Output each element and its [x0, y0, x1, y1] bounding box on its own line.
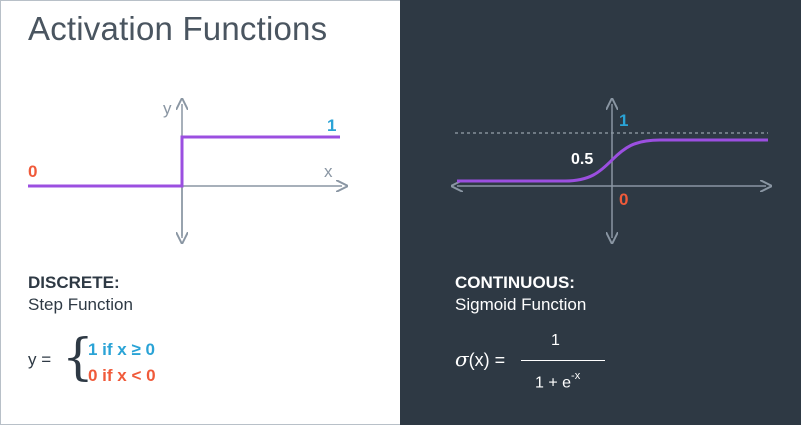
- sigmoid-half-label: 0.5: [571, 151, 593, 168]
- step-zero-label: 0: [28, 162, 37, 181]
- sigma-symbol: σ: [455, 347, 469, 371]
- sigmoid-kind-name: Sigmoid Function: [455, 295, 587, 314]
- sigmoid-panel: [400, 0, 801, 425]
- step-case-lt: 0 if x < 0: [88, 366, 156, 385]
- step-x-label: x: [324, 162, 333, 181]
- sigmoid-denominator-base: 1 + e: [535, 374, 572, 392]
- step-kind-title: DISCRETE:: [28, 273, 120, 292]
- sigmoid-formula-lhs-rest: (x) =: [468, 350, 506, 370]
- sigmoid-denominator-exp: -x: [571, 370, 581, 382]
- step-formula-lhs: y =: [28, 350, 52, 369]
- sigmoid-curve: [457, 138, 768, 183]
- step-one-label: 1: [327, 116, 336, 135]
- brace-icon: {: [62, 328, 94, 386]
- sigmoid-numerator: 1: [551, 332, 560, 349]
- sigmoid-formula: σ(x) = 1 1 + e-x: [455, 330, 655, 400]
- step-curve: [28, 135, 340, 188]
- step-kind-name: Step Function: [28, 295, 133, 314]
- step-panel: [0, 0, 400, 425]
- sigmoid-one-label: 1: [619, 111, 628, 130]
- page-title: Activation Functions: [28, 10, 328, 47]
- step-y-label: y: [163, 99, 172, 118]
- fraction-bar: [521, 360, 605, 361]
- step-case-ge: 1 if x ≥ 0: [88, 340, 155, 359]
- sigmoid-zero-label: 0: [619, 190, 628, 209]
- sigmoid-kind-title: CONTINUOUS:: [455, 273, 575, 292]
- sigmoid-formula-lhs: σ(x) =: [455, 347, 505, 371]
- sigmoid-denominator: 1 + e-x: [535, 370, 581, 392]
